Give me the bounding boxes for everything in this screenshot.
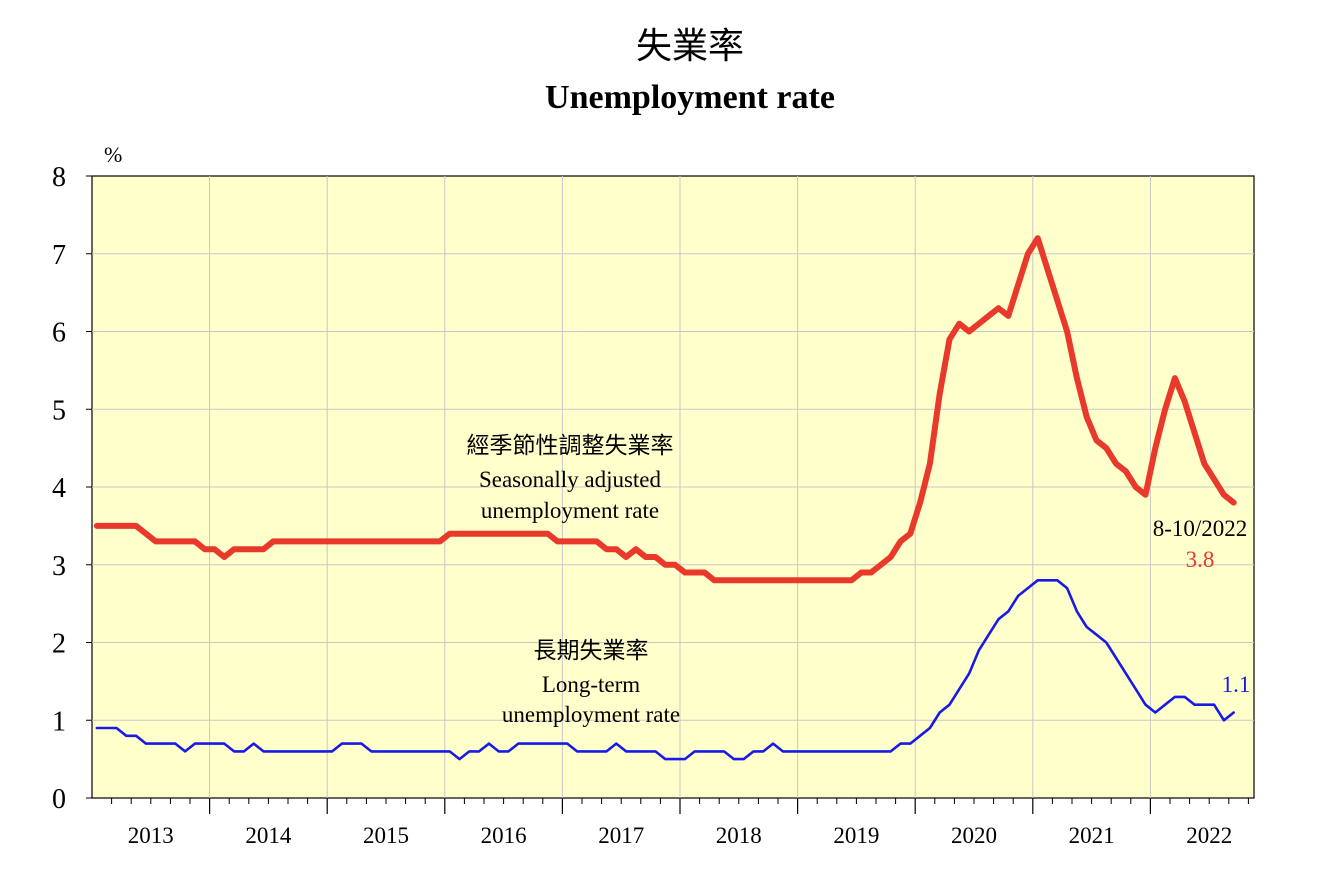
- x-year-label: 2022: [1186, 823, 1232, 848]
- latest-period-label: 8-10/2022: [1153, 516, 1248, 541]
- y-tick-label: 6: [52, 318, 66, 349]
- x-year-label: 2016: [481, 823, 527, 848]
- chart-title-zh: 失業率: [636, 26, 744, 66]
- series-label-lt-en-1: Long-term: [542, 672, 640, 697]
- x-year-label: 2013: [128, 823, 174, 848]
- x-year-label: 2020: [951, 823, 997, 848]
- y-tick-label: 5: [52, 395, 66, 426]
- lt-latest-value: 1.1: [1222, 672, 1251, 697]
- series-lines: [93, 235, 1237, 761]
- series-label-sa-zh: 經季節性調整失業率: [467, 433, 674, 458]
- chart-title-en: Unemployment rate: [545, 79, 835, 116]
- y-tick-label: 7: [52, 240, 66, 271]
- x-year-label: 2019: [833, 823, 879, 848]
- series-label-lt-en-2: unemployment rate: [502, 702, 680, 727]
- x-year-label: 2017: [598, 823, 644, 848]
- x-year-label: 2015: [363, 823, 409, 848]
- series-line-long-term: [95, 578, 1235, 761]
- y-tick-label: 2: [52, 629, 66, 660]
- series-label-sa-en-1: Seasonally adjusted: [479, 467, 662, 492]
- x-year-label: 2018: [716, 823, 762, 848]
- x-axis-ticks: 2013 2014 2015 2016 2017 2018 2019 2020 2021 2022: [111, 798, 1249, 848]
- grid-lines: [92, 176, 1254, 798]
- y-tick-label: 3: [52, 551, 66, 582]
- series-line-seasonally-adjusted: [93, 235, 1237, 584]
- y-axis-unit: %: [104, 142, 122, 167]
- y-tick-label: 0: [52, 784, 66, 815]
- series-label-sa-en-2: unemployment rate: [481, 498, 659, 523]
- y-tick-label: 8: [52, 162, 66, 193]
- y-axis-ticks: 0 1 2 3 4 5 6 7 8: [52, 162, 92, 815]
- x-year-label: 2021: [1069, 823, 1115, 848]
- y-tick-label: 4: [52, 473, 66, 504]
- x-year-label: 2014: [245, 823, 292, 848]
- y-tick-label: 1: [52, 706, 66, 737]
- sa-latest-value: 3.8: [1186, 547, 1215, 572]
- series-label-lt-zh: 長期失業率: [534, 638, 649, 663]
